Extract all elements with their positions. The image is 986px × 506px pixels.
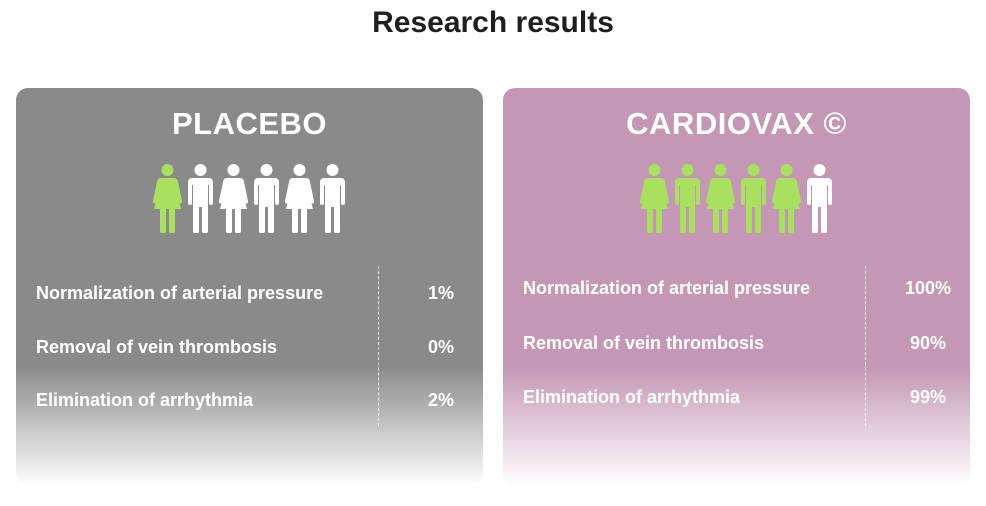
result-row: Elimination of arrhythmia 2%: [36, 388, 466, 412]
people-icons: [16, 163, 483, 235]
female-person-icon: [639, 164, 669, 233]
result-label: Removal of vein thrombosis: [523, 333, 765, 353]
result-row: Normalization of arterial pressure 1%: [36, 281, 466, 305]
result-label: Elimination of arrhythmia: [523, 387, 741, 407]
column-divider: [865, 266, 866, 426]
cardiovax-card: CARDIOVAX © Normalization of arterial pr…: [503, 88, 970, 486]
result-label: Normalization of arterial pressure: [523, 278, 811, 298]
people-icons: [503, 163, 970, 235]
page-title: Research results: [372, 6, 614, 39]
female-person-icon: [284, 164, 314, 233]
female-person-icon: [771, 164, 801, 233]
result-value: 0%: [427, 337, 454, 357]
result-row: Elimination of arrhythmia 99%: [523, 385, 953, 409]
result-row: Removal of vein thrombosis 0%: [36, 335, 466, 359]
female-person-icon: [152, 164, 182, 233]
result-row: Normalization of arterial pressure 100%: [523, 276, 953, 300]
result-label: Normalization of arterial pressure: [36, 283, 324, 303]
male-person-icon: [319, 164, 345, 233]
column-divider: [378, 266, 379, 426]
female-person-icon: [705, 164, 735, 233]
card-title-cardiovax: CARDIOVAX ©: [626, 106, 847, 141]
result-value: 2%: [427, 390, 454, 410]
card-title-placebo: PLACEBO: [171, 106, 328, 141]
male-person-icon: [740, 164, 766, 233]
male-person-icon: [253, 164, 279, 233]
male-person-icon: [674, 164, 700, 233]
result-row: Removal of vein thrombosis 90%: [523, 331, 953, 355]
result-value: 100%: [904, 278, 952, 298]
female-person-icon: [218, 164, 248, 233]
result-label: Removal of vein thrombosis: [36, 337, 278, 357]
placebo-card: PLACEBO Normalization of arterial pressu…: [16, 88, 483, 486]
result-value: 90%: [909, 333, 947, 353]
result-value: 99%: [909, 387, 947, 407]
result-value: 1%: [427, 283, 454, 303]
male-person-icon: [187, 164, 213, 233]
result-label: Elimination of arrhythmia: [36, 390, 254, 410]
male-person-icon: [806, 164, 832, 233]
